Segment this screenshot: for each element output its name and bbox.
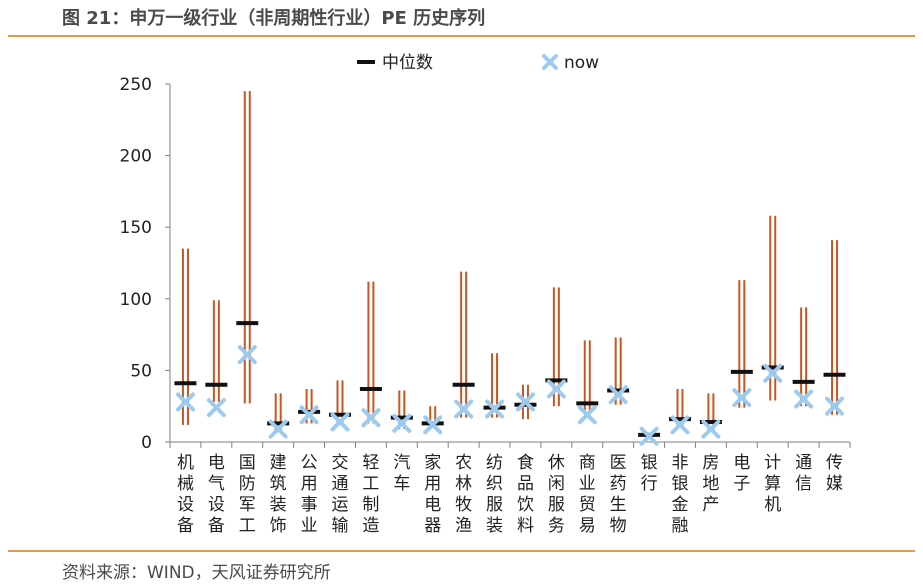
x-category-label: 食品饮料 — [517, 453, 534, 536]
x-category-label: 建筑装饰 — [270, 453, 287, 536]
now-marker-stroke — [299, 405, 319, 425]
x-category-label: 轻工制造 — [362, 453, 379, 536]
now-marker — [701, 419, 721, 439]
x-category-label: 非银金融 — [672, 453, 689, 536]
y-tick-label: 100 — [120, 290, 152, 310]
x-category-label: 房地产 — [702, 453, 719, 515]
now-marker — [485, 399, 505, 419]
now-marker-stroke — [206, 398, 226, 418]
y-tick-label: 50 — [130, 361, 152, 381]
now-marker — [732, 388, 752, 408]
chart-marks — [174, 91, 846, 446]
now-marker — [361, 408, 381, 428]
legend-now-label: now — [564, 53, 599, 73]
now-marker-stroke — [268, 419, 288, 439]
x-category-label: 电气设备 — [208, 453, 225, 536]
x-category-label: 电子 — [733, 453, 750, 494]
now-marker — [794, 389, 814, 409]
x-category-label: 通信 — [795, 453, 812, 494]
now-marker-stroke — [423, 415, 443, 435]
x-category-label: 汽车 — [393, 453, 410, 494]
y-axis: 0 50 100 150 200 250 — [120, 75, 171, 453]
x-category-label: 国防军工 — [239, 453, 256, 536]
now-marker-stroke — [361, 408, 381, 428]
now-marker — [639, 426, 659, 446]
x-category-label: 机械设备 — [177, 453, 194, 536]
now-marker — [577, 405, 597, 425]
now-marker-stroke — [454, 399, 474, 419]
legend-now-stroke — [542, 54, 558, 70]
now-marker — [763, 363, 783, 383]
now-marker-stroke — [392, 413, 412, 433]
now-marker-stroke — [330, 412, 350, 432]
x-category-label: 传媒 — [826, 453, 843, 494]
legend-median-label: 中位数 — [382, 53, 433, 73]
now-marker-stroke — [763, 363, 783, 383]
now-marker — [237, 345, 257, 365]
now-marker — [299, 405, 319, 425]
now-marker — [670, 415, 690, 435]
now-marker — [454, 399, 474, 419]
legend: 中位数 now — [357, 53, 599, 73]
now-marker-stroke — [515, 392, 535, 412]
now-marker-stroke — [485, 399, 505, 419]
now-marker-stroke — [175, 392, 195, 412]
figure-title: 图 21：申万一级行业（非周期性行业）PE 历史序列 — [62, 8, 486, 29]
y-tick-label: 200 — [120, 147, 152, 167]
now-marker — [423, 415, 443, 435]
x-axis: 机械设备电气设备国防军工建筑装饰公用事业交通运输轻工制造汽车家用电器农林牧渔纺织… — [169, 441, 851, 536]
legend-now-swatch — [542, 54, 558, 70]
x-category-label: 家用电器 — [424, 453, 441, 536]
now-marker — [608, 385, 628, 405]
source-note: 资料来源：WIND，天风证券研究所 — [62, 563, 331, 583]
now-marker-stroke — [794, 389, 814, 409]
now-marker — [206, 398, 226, 418]
x-category-label: 医药生物 — [610, 453, 627, 536]
now-marker — [515, 392, 535, 412]
y-tick-label: 250 — [120, 75, 152, 95]
now-marker — [175, 392, 195, 412]
now-marker-stroke — [701, 419, 721, 439]
x-category-label: 休闲服务 — [548, 453, 565, 536]
now-marker — [546, 379, 566, 399]
y-tick-label: 0 — [141, 433, 152, 453]
y-tick-label: 150 — [120, 218, 152, 238]
top-rule — [8, 35, 915, 37]
x-category-label: 商业贸易 — [579, 453, 596, 536]
now-marker — [268, 419, 288, 439]
x-category-label: 银行 — [641, 453, 658, 494]
x-category-label: 农林牧渔 — [455, 453, 472, 536]
now-marker-stroke — [732, 388, 752, 408]
x-category-label: 计算机 — [764, 453, 781, 515]
now-marker-stroke — [639, 426, 659, 446]
now-marker-stroke — [546, 379, 566, 399]
now-marker — [330, 412, 350, 432]
x-category-label: 交通运输 — [332, 453, 349, 536]
now-marker — [825, 396, 845, 416]
now-marker-stroke — [608, 385, 628, 405]
x-category-label: 公用事业 — [301, 453, 318, 536]
bottom-rule — [8, 550, 915, 552]
now-marker-stroke — [670, 415, 690, 435]
now-marker-stroke — [825, 396, 845, 416]
now-marker-stroke — [237, 345, 257, 365]
now-marker-stroke — [577, 405, 597, 425]
x-category-label: 纺织服装 — [486, 453, 503, 536]
now-marker — [392, 413, 412, 433]
